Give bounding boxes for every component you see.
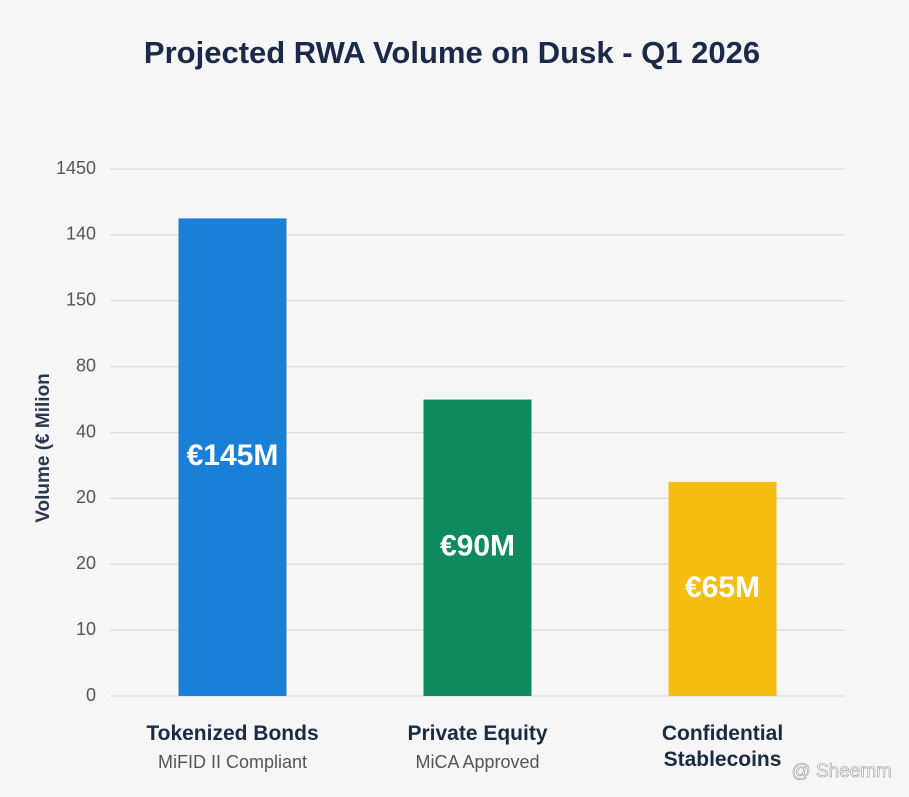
y-tick-label: 1450 [56, 158, 96, 178]
watermark: @ Sheemm [791, 761, 892, 782]
bar [178, 218, 287, 696]
bar [668, 481, 777, 696]
x-tick-label: Confidential Stablecoins [661, 722, 784, 771]
y-tick-label: 0 [86, 685, 96, 705]
y-tick-label: 40 [76, 421, 96, 441]
y-tick-label: 10 [76, 619, 96, 639]
x-tick-sublabel: MiCA Approved [415, 752, 540, 772]
y-tick-label: 20 [76, 553, 96, 573]
data-label: €90M [440, 530, 515, 563]
y-tick-label: 140 [66, 224, 96, 244]
bar [423, 399, 532, 696]
y-tick-label: 150 [66, 290, 96, 310]
y-axis-label: Volume (€ Milion [33, 373, 54, 523]
y-tick-label: 80 [76, 355, 96, 375]
y-tick-label: 20 [76, 487, 96, 507]
data-label: €65M [685, 571, 760, 604]
x-tick-sublabel: MiFID II Compliant [157, 752, 308, 772]
chart-title: Projected RWA Volume on Dusk - Q1 2026 [144, 35, 760, 70]
x-tick-label: Private Equity [407, 722, 548, 745]
data-label: €145M [187, 439, 279, 472]
x-tick-label: Tokenized Bonds [146, 722, 319, 745]
